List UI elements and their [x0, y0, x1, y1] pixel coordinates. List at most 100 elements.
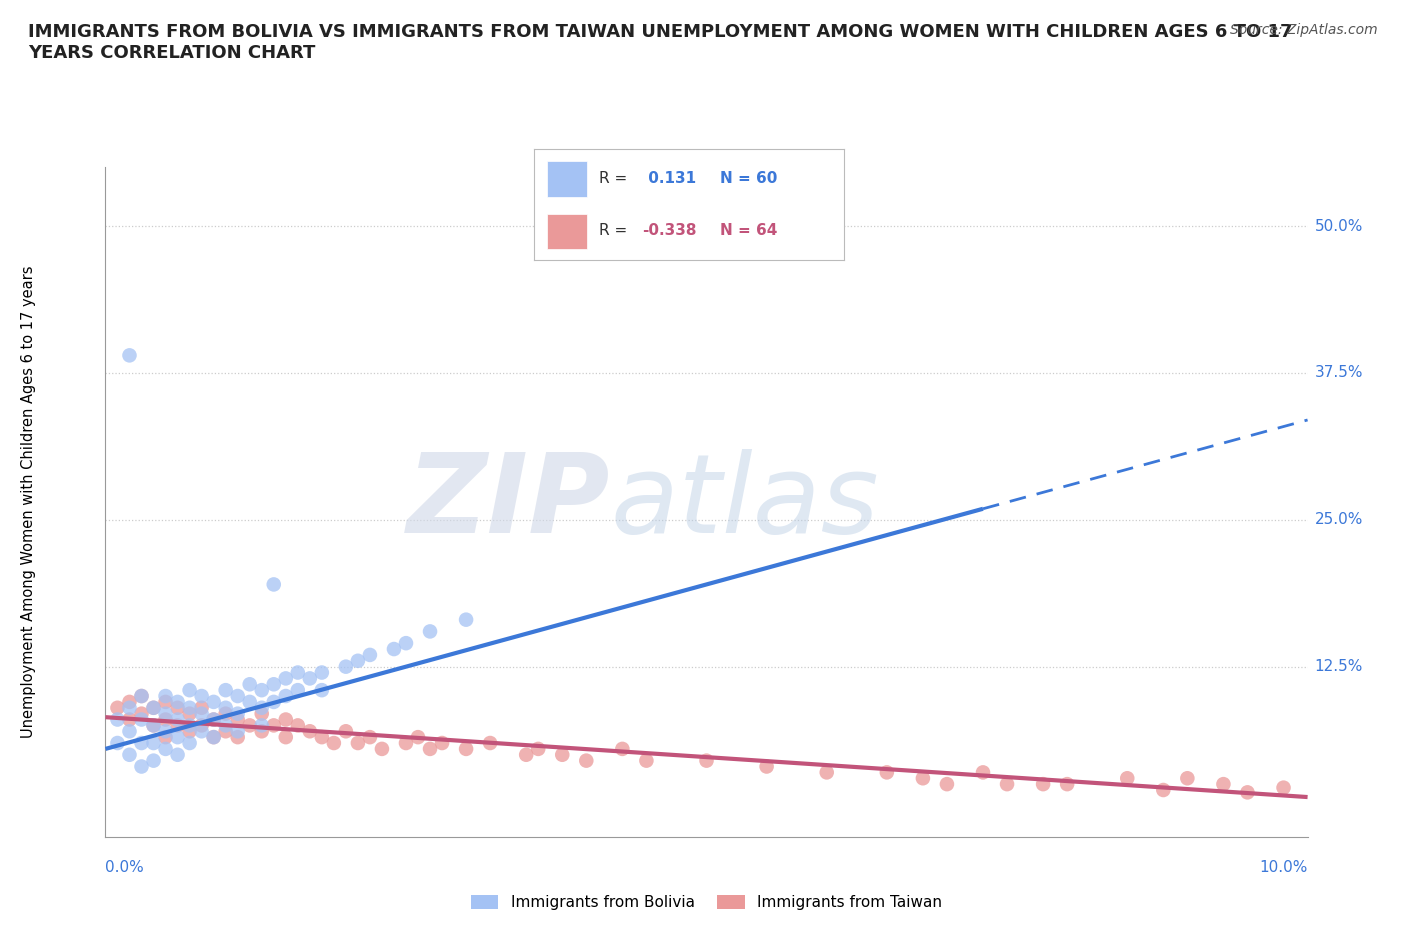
Point — [298, 671, 321, 685]
Point — [166, 718, 188, 733]
Point — [179, 683, 201, 698]
Point — [1212, 777, 1234, 791]
Point — [359, 730, 381, 745]
Text: atlas: atlas — [610, 448, 879, 556]
Text: 12.5%: 12.5% — [1315, 659, 1362, 674]
Point — [155, 712, 177, 727]
Point — [155, 706, 177, 721]
Point — [118, 695, 141, 710]
Point — [274, 730, 297, 745]
Point — [287, 665, 309, 680]
Point — [359, 647, 381, 662]
Point — [1175, 771, 1198, 786]
Text: Unemployment Among Women with Children Ages 6 to 17 years: Unemployment Among Women with Children A… — [21, 266, 35, 738]
Point — [107, 700, 129, 715]
Point — [1236, 785, 1258, 800]
Point — [190, 700, 212, 715]
Point — [382, 642, 405, 657]
Point — [575, 753, 598, 768]
Point — [298, 724, 321, 738]
Point — [406, 730, 429, 745]
Point — [179, 724, 201, 738]
Point — [155, 724, 177, 738]
Text: N = 64: N = 64 — [720, 223, 778, 238]
Point — [214, 724, 236, 738]
Point — [1272, 780, 1295, 795]
Text: -0.338: -0.338 — [643, 223, 697, 238]
Point — [202, 730, 225, 745]
Text: 37.5%: 37.5% — [1315, 365, 1362, 380]
Point — [214, 706, 236, 721]
Point — [142, 753, 165, 768]
Point — [263, 695, 285, 710]
Point — [118, 724, 141, 738]
Point — [226, 724, 249, 738]
Point — [118, 712, 141, 727]
Point — [347, 736, 370, 751]
Point — [107, 712, 129, 727]
Point — [142, 718, 165, 733]
Text: 50.0%: 50.0% — [1315, 219, 1362, 233]
Point — [131, 688, 153, 703]
Point — [142, 736, 165, 751]
Bar — [547, 161, 586, 197]
Point — [179, 736, 201, 751]
Point — [155, 688, 177, 703]
Point — [263, 718, 285, 733]
Point — [250, 700, 273, 715]
Point — [347, 654, 370, 669]
Bar — [547, 214, 586, 249]
Point — [202, 730, 225, 745]
Point — [876, 765, 898, 780]
Point — [250, 706, 273, 721]
Point — [1056, 777, 1078, 791]
Point — [214, 700, 236, 715]
Text: ZIP: ZIP — [406, 448, 610, 556]
Point — [202, 695, 225, 710]
Point — [179, 706, 201, 721]
Point — [454, 612, 477, 627]
Point — [274, 688, 297, 703]
Point — [454, 741, 477, 756]
Point — [190, 688, 212, 703]
Point — [226, 712, 249, 727]
Point — [118, 348, 141, 363]
Point — [527, 741, 550, 756]
Point — [430, 736, 453, 751]
Point — [190, 706, 212, 721]
Point — [131, 712, 153, 727]
Point — [1152, 782, 1174, 797]
Text: Source: ZipAtlas.com: Source: ZipAtlas.com — [1230, 23, 1378, 37]
Point — [287, 683, 309, 698]
Point — [214, 718, 236, 733]
Point — [131, 688, 153, 703]
Text: 0.131: 0.131 — [643, 171, 696, 186]
Point — [419, 741, 441, 756]
Point — [322, 736, 344, 751]
Point — [479, 736, 502, 751]
Point — [972, 765, 994, 780]
Point — [226, 730, 249, 745]
Point — [239, 677, 262, 692]
Point — [166, 748, 188, 763]
Point — [226, 706, 249, 721]
Point — [274, 671, 297, 685]
Point — [155, 741, 177, 756]
Point — [118, 748, 141, 763]
Point — [131, 759, 153, 774]
Point — [226, 688, 249, 703]
Point — [335, 724, 357, 738]
Point — [515, 748, 537, 763]
Point — [395, 636, 418, 651]
Point — [155, 730, 177, 745]
Point — [636, 753, 658, 768]
Point — [936, 777, 959, 791]
Point — [263, 677, 285, 692]
Point — [166, 712, 188, 727]
Point — [142, 718, 165, 733]
Text: N = 60: N = 60 — [720, 171, 778, 186]
Point — [239, 718, 262, 733]
Point — [311, 730, 333, 745]
Point — [419, 624, 441, 639]
Point — [274, 712, 297, 727]
